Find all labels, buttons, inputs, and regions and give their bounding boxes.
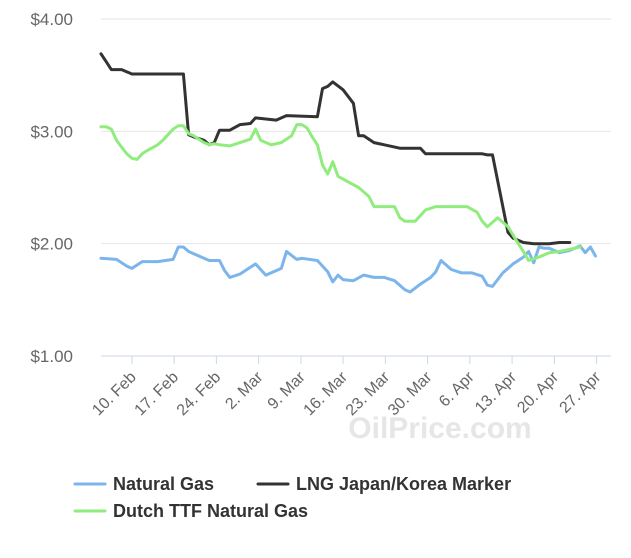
y-tick-label: $4.00 [30, 10, 73, 29]
legend: Natural Gas LNG Japan/Korea Marker Dutch T… [73, 474, 511, 521]
series-line-natural-gas [99, 244, 597, 294]
x-tick-label: 27. Apr [557, 368, 605, 416]
x-tick-label: 17. Feb [132, 369, 182, 419]
legend-item-natural-gas[interactable]: Natural Gas [73, 474, 214, 494]
series-layer [99, 52, 597, 294]
y-tick-label: $1.00 [30, 347, 73, 366]
watermark-text: OilPrice.com [348, 412, 531, 445]
legend-item-dutch-ttf-natural-gas[interactable]: Dutch TTF Natural Gas [73, 501, 308, 521]
x-tick-label: 20. Apr [514, 368, 562, 416]
y-tick-label: $2.00 [30, 235, 73, 254]
legend-label: LNG Japan/Korea Marker [296, 474, 511, 494]
series-line-lng-japan-korea-marker [99, 52, 572, 246]
y-tick-label: $3.00 [30, 122, 73, 141]
x-tick-label: 10. Feb [89, 369, 139, 419]
x-tick-label: 13. Apr [472, 368, 520, 416]
legend-item-lng-japan-korea-marker[interactable]: LNG Japan/Korea Marker [256, 474, 511, 494]
y-axis: $4.00 $3.00 $2.00 $1.00 [30, 10, 73, 366]
x-tick-label: 24. Feb [174, 369, 224, 419]
series-line-dutch-ttf-natural-gas [99, 123, 582, 262]
x-tick-label: 16. Mar [301, 368, 352, 419]
legend-label: Dutch TTF Natural Gas [113, 501, 308, 521]
legend-label: Natural Gas [113, 474, 214, 494]
x-tick-label: 2. Mar [222, 368, 267, 413]
